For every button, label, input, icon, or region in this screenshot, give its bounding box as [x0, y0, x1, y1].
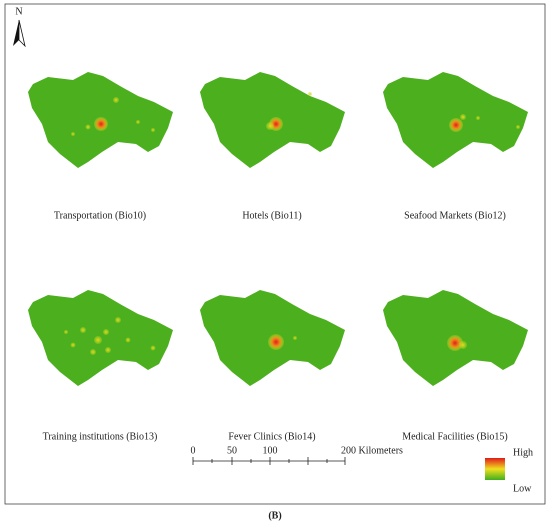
panel-caption: Seafood Markets (Bio12): [404, 210, 506, 221]
map-panel: [28, 290, 173, 386]
figure-label: (B): [268, 510, 281, 521]
north-label: N: [15, 6, 22, 17]
legend-low: Low: [513, 483, 532, 494]
scale-bar: [192, 457, 346, 465]
legend-high: High: [513, 447, 533, 458]
panel-caption: Hotels (Bio11): [242, 210, 301, 221]
legend-ramp: [485, 458, 505, 480]
scale-label: 0: [191, 445, 196, 456]
frame: [4, 3, 546, 505]
map-panel: [383, 72, 528, 168]
map-panel: [200, 290, 345, 386]
north-arrow: N: [13, 6, 26, 48]
panel-caption: Training institutions (Bio13): [43, 431, 158, 442]
scale-label: 200 Kilometers: [341, 445, 403, 456]
map-panel: [383, 290, 528, 386]
map-panel: [200, 72, 345, 168]
scale-label: 100: [263, 445, 278, 456]
map-panel: [28, 72, 173, 168]
panel-caption: Medical Facilities (Bio15): [402, 431, 508, 442]
panel-caption: Fever Clinics (Bio14): [228, 431, 315, 442]
panel-caption: Transportation (Bio10): [54, 210, 146, 221]
scale-label: 50: [227, 445, 237, 456]
